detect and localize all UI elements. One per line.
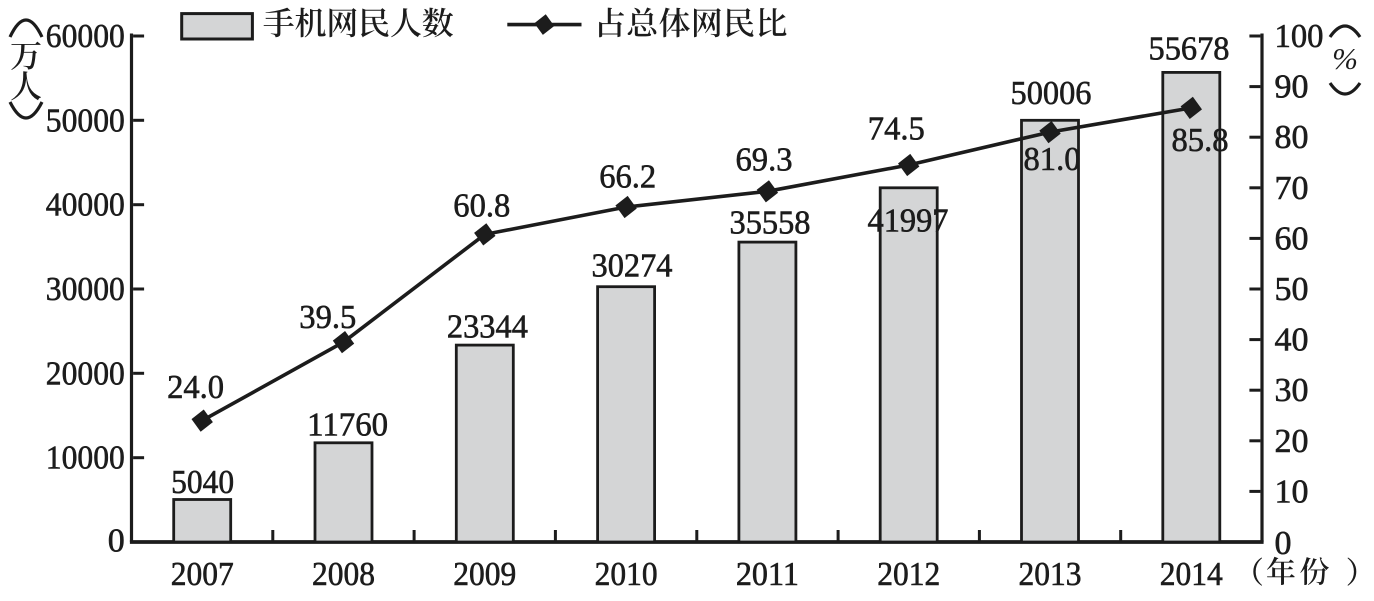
- svg-text:11760: 11760: [307, 407, 388, 444]
- svg-text:74.5: 74.5: [868, 111, 925, 148]
- svg-text:90: 90: [1275, 69, 1309, 106]
- svg-text:40: 40: [1275, 322, 1309, 359]
- svg-text:2012: 2012: [877, 556, 940, 593]
- svg-text:100: 100: [1275, 18, 1324, 55]
- svg-text:35558: 35558: [730, 205, 811, 242]
- svg-text:0: 0: [108, 523, 125, 560]
- svg-text:10000: 10000: [46, 440, 125, 477]
- svg-text:2007: 2007: [171, 556, 234, 593]
- svg-text:2010: 2010: [595, 556, 658, 593]
- svg-text:20000: 20000: [46, 355, 125, 392]
- svg-text:2009: 2009: [453, 556, 516, 593]
- svg-text:85.8: 85.8: [1172, 122, 1229, 159]
- svg-text:50006: 50006: [1011, 75, 1092, 112]
- svg-text:50000: 50000: [46, 102, 125, 139]
- svg-text:23344: 23344: [447, 309, 528, 346]
- svg-text:60.8: 60.8: [453, 188, 510, 225]
- svg-text:60000: 60000: [46, 18, 125, 55]
- svg-text:30000: 30000: [46, 271, 125, 308]
- svg-text:2013: 2013: [1019, 556, 1082, 593]
- svg-text:2011: 2011: [736, 556, 799, 593]
- svg-text:40000: 40000: [46, 187, 125, 224]
- svg-text:0: 0: [1275, 525, 1292, 562]
- svg-text:2008: 2008: [312, 556, 375, 593]
- svg-text:66.2: 66.2: [599, 159, 656, 196]
- svg-text:%: %: [1332, 41, 1358, 76]
- svg-text:60: 60: [1275, 220, 1309, 257]
- svg-text:5040: 5040: [171, 464, 234, 501]
- svg-text:39.5: 39.5: [299, 299, 356, 336]
- svg-text:30274: 30274: [592, 248, 673, 285]
- svg-text:69.3: 69.3: [736, 142, 793, 179]
- svg-text:41997: 41997: [868, 203, 949, 240]
- svg-text:50: 50: [1275, 271, 1309, 308]
- svg-text:20: 20: [1275, 423, 1309, 460]
- svg-text:24.0: 24.0: [167, 369, 224, 406]
- svg-text:70: 70: [1275, 170, 1309, 207]
- svg-text:30: 30: [1275, 372, 1309, 409]
- svg-text:2014: 2014: [1160, 556, 1223, 593]
- svg-text:55678: 55678: [1149, 31, 1230, 68]
- svg-text:10: 10: [1275, 473, 1309, 510]
- svg-text:80: 80: [1275, 119, 1309, 156]
- svg-text:81.0: 81.0: [1024, 141, 1081, 178]
